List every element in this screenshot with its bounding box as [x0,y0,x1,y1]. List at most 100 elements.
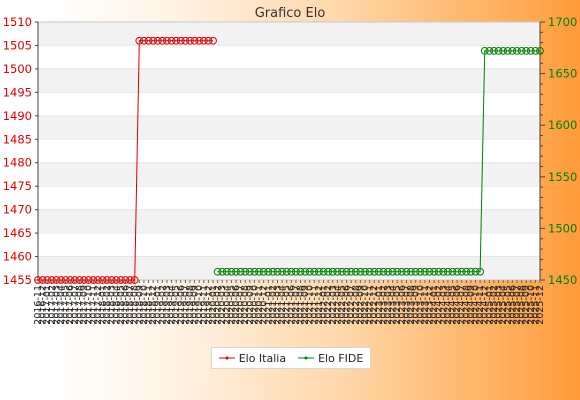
data-point [443,267,452,276]
x-tick-label: 2019-09 [190,285,201,325]
x-tick-label: 2018-04 [111,285,122,325]
x-tick-label: 2021-07 [291,285,302,325]
x-tick-label: 2017-12 [93,285,104,325]
grid-band [38,115,540,140]
x-tick-label: 2022-09 [355,285,366,325]
x-tick-label: 2020-08 [240,285,251,325]
data-point [402,267,411,276]
x-tick-label: 2024-01 [429,285,440,325]
legend-swatch-italia [218,356,235,360]
x-tick-label: 2023-06 [397,285,408,325]
data-point [70,276,79,284]
x-tick-label: 2025-01 [484,285,495,325]
series-elo-fide [213,46,544,276]
data-point [190,36,199,45]
x-tick-label: 2020-12 [259,285,270,325]
x-tick-label: 2021-11 [309,285,320,325]
data-point [425,267,434,276]
data-point [130,276,139,284]
x-tick-label: 2023-01 [374,285,385,325]
data-point [57,276,65,284]
x-tick-label: 2021-10 [305,285,316,325]
x-axis: 2016-112016-122017-012017-022017-032017-… [33,280,546,325]
x-tick-label: 2025-04 [498,285,509,325]
x-tick-label: 2025-11 [530,285,541,325]
data-point [38,276,47,284]
data-point [43,276,52,284]
x-tick-label: 2021-06 [286,285,297,325]
x-tick-label: 2017-06 [65,285,76,325]
data-point [453,267,462,276]
data-point [93,276,102,284]
left-tick-label: 1510 [3,15,32,29]
x-tick-label: 2021-02 [268,285,279,325]
x-tick-label: 2018-10 [139,285,150,325]
data-point [531,46,540,55]
data-point [305,267,314,276]
x-tick-label: 2022-04 [332,285,343,325]
grid-band [38,22,540,46]
data-point [467,267,475,276]
data-point [259,267,268,276]
x-tick-label: 2019-03 [162,285,173,325]
data-point [278,267,286,276]
data-point [476,267,485,276]
x-tick-label: 2018-06 [121,285,132,325]
grid-band [38,209,540,234]
data-point [163,36,171,45]
data-point [52,276,61,284]
x-tick-label: 2022-11 [365,285,376,325]
data-point [411,267,420,276]
data-point [494,46,503,55]
x-tick-label: 2025-06 [507,285,518,325]
data-point [448,267,457,276]
left-tick-label: 1505 [3,38,32,52]
data-point [199,36,208,45]
x-tick-label: 2020-10 [249,285,260,325]
x-tick-label: 2022-06 [342,285,353,325]
data-point [195,36,204,45]
x-tick-label: 2017-01 [42,285,53,325]
data-point [80,276,88,284]
data-point [365,267,374,276]
data-point [112,276,121,284]
data-point [227,267,236,276]
x-tick-label: 2020-05 [226,285,237,325]
chart-title: Grafico Elo [255,6,326,21]
x-tick-label: 2024-02 [434,285,445,325]
grid-band [38,256,540,280]
x-tick-label: 2020-09 [245,285,256,325]
x-tick-label: 2019-08 [185,285,196,325]
x-tick-label: 2019-05 [171,285,182,325]
left-tick-label: 1480 [3,156,32,170]
x-tick-label: 2020-07 [236,285,247,325]
data-point [287,267,296,276]
plot-area [38,22,540,280]
data-point [264,267,273,276]
x-tick-label: 2017-10 [84,285,95,325]
data-point [342,267,351,276]
data-point [167,36,176,45]
x-tick-label: 2020-04 [222,285,233,325]
x-tick-label: 2022-02 [323,285,334,325]
x-tick-label: 2023-12 [424,285,435,325]
x-tick-label: 2021-01 [263,285,274,325]
data-point [107,276,116,284]
x-tick-label: 2018-02 [102,285,113,325]
x-tick-label: 2018-11 [144,285,155,325]
data-point [255,267,263,276]
right-tick-label: 1500 [548,221,577,235]
data-point [140,36,148,45]
data-point [374,267,383,276]
data-point [457,267,466,276]
x-tick-label: 2025-09 [521,285,532,325]
data-point [250,267,259,276]
x-tick-label: 2019-12 [203,285,214,325]
data-point [144,36,153,45]
x-tick-label: 2019-10 [194,285,205,325]
left-tick-label: 1490 [3,109,32,123]
x-tick-label: 2017-04 [56,285,67,325]
data-point [84,276,93,284]
left-tick-label: 1485 [3,132,32,146]
